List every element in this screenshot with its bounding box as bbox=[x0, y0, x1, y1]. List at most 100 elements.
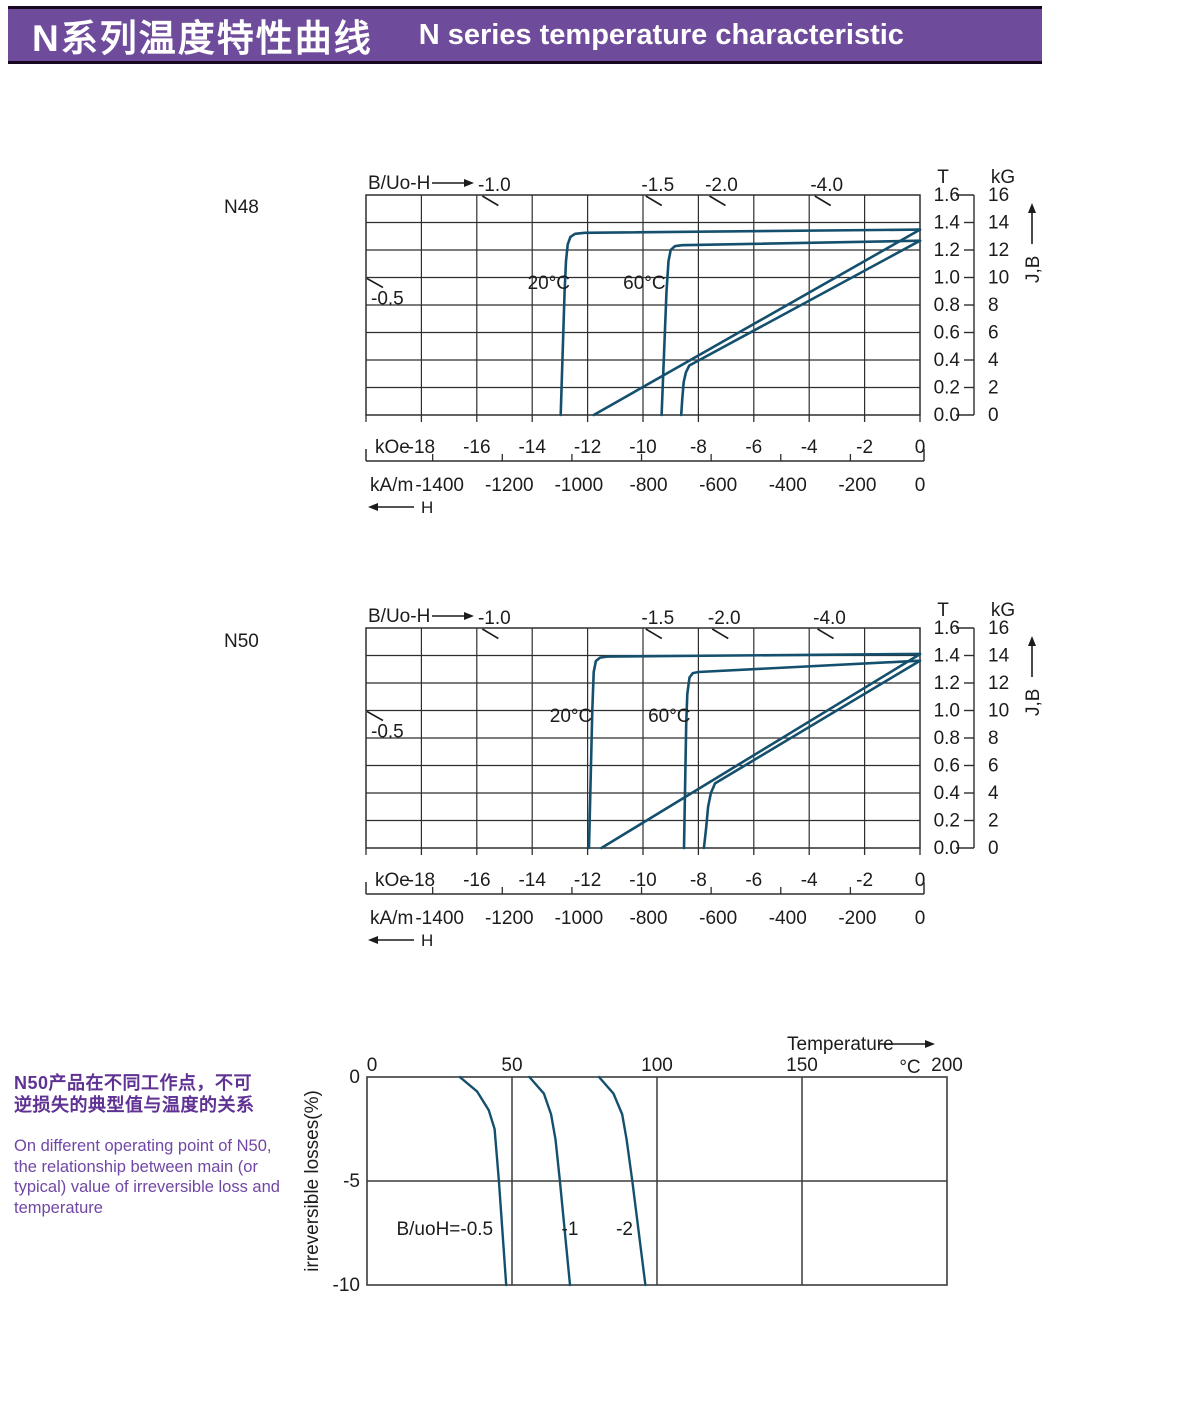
load-line-slash bbox=[711, 628, 729, 640]
kg-tick-label: 10 bbox=[988, 268, 1009, 289]
page-title-chinese: N系列温度特性曲线 bbox=[32, 18, 373, 59]
kam-tick-label: -1000 bbox=[555, 475, 604, 496]
right-arrow-icon bbox=[464, 612, 474, 620]
tesla-tick-label: 1.6 bbox=[934, 185, 960, 206]
x-tick-label: 150 bbox=[786, 1055, 818, 1076]
kam-tick-label: -1400 bbox=[415, 908, 464, 929]
kg-tick-label: 4 bbox=[988, 350, 999, 371]
side-note-chinese: N50产品在不同工作点，不可 逆损失的典型值与温度的关系 bbox=[14, 1072, 304, 1116]
right-arrow-icon bbox=[464, 179, 474, 187]
kg-tick-label: 0 bbox=[988, 838, 999, 859]
x-tick-label: -4 bbox=[801, 437, 818, 458]
kg-tick-label: 16 bbox=[988, 185, 1009, 206]
x-axis-title: Temperature°C bbox=[787, 1034, 935, 1078]
y-tick-label: -10 bbox=[333, 1275, 360, 1296]
tesla-tick-label: 0.8 bbox=[934, 295, 960, 316]
tesla-tick-label: 0.6 bbox=[934, 756, 960, 777]
x-axis-koe: kOe-18 -16 -14 -12 -10 -8 -6 -4 -2 0 bbox=[375, 870, 925, 891]
intrinsic-curve bbox=[587, 652, 922, 850]
x-axis-label: Temperature bbox=[787, 1034, 894, 1055]
x-axis-unit: °C bbox=[899, 1057, 920, 1078]
load-line-slash bbox=[817, 628, 834, 640]
plot-grid bbox=[365, 627, 921, 855]
tesla-tick-label: 1.4 bbox=[934, 646, 961, 667]
x-axis-unit: kA/m bbox=[370, 475, 413, 496]
x-tick-label: -12 bbox=[574, 870, 601, 891]
loss-curve bbox=[528, 1075, 572, 1287]
tesla-tick-label: 0.8 bbox=[934, 728, 960, 749]
kg-tick-label: 12 bbox=[988, 240, 1009, 261]
tesla-tick-label: 0.4 bbox=[934, 350, 961, 371]
kg-tick-label: 10 bbox=[988, 701, 1009, 722]
header-banner: N系列温度特性曲线 N series temperature character… bbox=[8, 6, 1042, 64]
kg-tick-label: 2 bbox=[988, 378, 999, 399]
x-axis-unit: kOe bbox=[375, 870, 410, 891]
temperature-curve-label: 20°C bbox=[528, 273, 570, 294]
loss-curve-label: -2 bbox=[616, 1219, 633, 1240]
h-axis-label: H bbox=[421, 931, 433, 950]
x-tick-label: -8 bbox=[690, 870, 707, 891]
normal-curve bbox=[592, 228, 922, 417]
kam-tick-label: -200 bbox=[838, 475, 876, 496]
page-title-english: N series temperature characteristic bbox=[418, 18, 904, 51]
kg-tick-label: 14 bbox=[988, 646, 1010, 667]
tesla-tick-label: 1.2 bbox=[934, 673, 960, 694]
left-arrow-icon bbox=[368, 503, 378, 511]
load-line-label: -0.5 bbox=[371, 722, 404, 743]
kam-tick-label: -400 bbox=[769, 908, 807, 929]
y-axis-ticks: 0 -5 -10 irreversible losses(%) bbox=[302, 1067, 360, 1296]
kam-tick-label: -1400 bbox=[415, 475, 464, 496]
intrinsic-curve bbox=[682, 659, 922, 850]
x-tick-label: -14 bbox=[518, 870, 546, 891]
load-lines: -0.5 -1.0 -1.5 -2.0 -4.0 bbox=[366, 175, 843, 310]
y-axis-label: B/Uo-H bbox=[368, 606, 430, 627]
load-line-label: -2.0 bbox=[705, 175, 738, 196]
y-axis-label: irreversible losses(%) bbox=[302, 1090, 323, 1272]
loss-curve bbox=[458, 1075, 508, 1287]
load-line-slash bbox=[366, 710, 384, 722]
kg-tick-label: 14 bbox=[988, 213, 1010, 234]
kg-tick-label: 2 bbox=[988, 811, 999, 832]
demagnetization-curves: 20°C 60°C bbox=[528, 228, 922, 417]
kam-tick-label: -1200 bbox=[485, 475, 534, 496]
tesla-tick-label: 0.2 bbox=[934, 811, 960, 832]
kam-tick-label: -800 bbox=[630, 908, 668, 929]
load-line-slash bbox=[481, 628, 499, 640]
tesla-tick-label: 0.6 bbox=[934, 323, 960, 344]
irreversible-loss-chart: Temperature°C 0 50 100 150 200 0 -5 -10 irreversi… bbox=[302, 1034, 963, 1296]
load-line-slash bbox=[366, 277, 384, 289]
side-note-zh-line2: 逆损失的典型值与温度的关系 bbox=[14, 1095, 255, 1115]
grade-label-n48: N48 bbox=[224, 197, 259, 218]
x-axis-unit: kOe bbox=[375, 437, 410, 458]
x-tick-label: 0 bbox=[367, 1055, 378, 1076]
kam-tick-label: -400 bbox=[769, 475, 807, 496]
jb-axis-label: J,B bbox=[1023, 256, 1044, 283]
load-lines: -0.5 -1.0 -1.5 -2.0 -4.0 bbox=[366, 608, 846, 743]
x-tick-label: 0 bbox=[915, 437, 926, 458]
normal-curve bbox=[679, 239, 922, 417]
y-axis-title: B/Uo-H bbox=[368, 173, 474, 194]
temperature-curve-label: 60°C bbox=[648, 706, 690, 727]
load-line-slash bbox=[481, 195, 499, 207]
y-axis-title: B/Uo-H bbox=[368, 606, 474, 627]
kam-tick-label: -800 bbox=[630, 475, 668, 496]
load-line-slash bbox=[814, 195, 832, 207]
x-axis-kam: kA/m -1400 -1200 -1000 -800 -600 -400 -200 0 H bbox=[365, 882, 925, 950]
kam-tick-label: -200 bbox=[838, 908, 876, 929]
grade-label-n50: N50 bbox=[224, 631, 259, 652]
kg-tick-label: 12 bbox=[988, 673, 1009, 694]
x-tick-label: -4 bbox=[801, 870, 818, 891]
tesla-tick-label: 1.0 bbox=[934, 701, 960, 722]
loss-curve-label: -1 bbox=[562, 1219, 579, 1240]
y-axis-label: B/Uo-H bbox=[368, 173, 430, 194]
kg-tick-label: 4 bbox=[988, 783, 999, 804]
x-tick-label: -18 bbox=[408, 870, 435, 891]
left-arrow-icon bbox=[368, 936, 378, 944]
load-line-slash bbox=[645, 628, 663, 640]
x-tick-label: 200 bbox=[931, 1055, 963, 1076]
tesla-tick-label: 0.0 bbox=[934, 838, 960, 859]
side-note-zh-line1: N50产品在不同工作点，不可 bbox=[14, 1073, 253, 1093]
temperature-curve-label: 20°C bbox=[550, 706, 592, 727]
